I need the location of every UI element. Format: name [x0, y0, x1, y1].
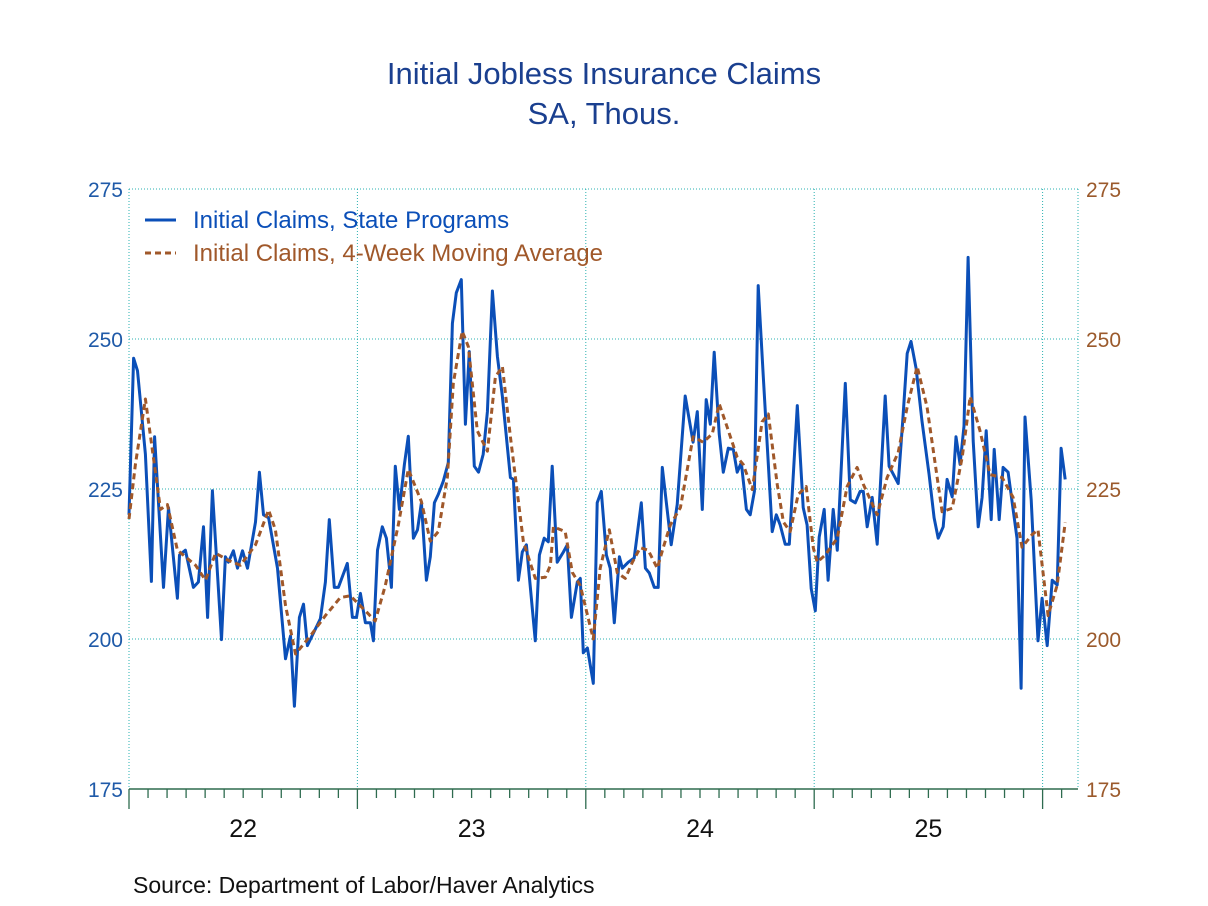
series-line-moving-average [127, 329, 1067, 656]
source-note: Source: Department of Labor/Haver Analyt… [133, 872, 595, 898]
gridlines [128, 188, 1079, 789]
y-tick-label-right: 275 [1086, 179, 1121, 202]
x-tick-label: 24 [686, 815, 714, 843]
legend-label-state-programs: Initial Claims, State Programs [193, 207, 509, 234]
y-tick-label-right: 200 [1086, 629, 1121, 652]
y-tick-label-left: 200 [88, 629, 123, 652]
y-tick-label-left: 225 [88, 479, 123, 502]
y-tick-label-left: 275 [88, 179, 123, 202]
x-tick-label: 25 [914, 815, 942, 843]
series-lines [127, 255, 1067, 708]
chart-title: Initial Jobless Insurance Claims [386, 56, 822, 91]
legend-label-moving-average: Initial Claims, 4-Week Moving Average [193, 240, 603, 267]
axes: 175 175 200 200 225 225 250 250 275 275 22 23 24 25 [88, 179, 1121, 843]
legend: Initial Claims, State Programs Initial C… [145, 207, 603, 267]
series-line-state-programs [127, 255, 1067, 708]
x-tick-label: 23 [458, 815, 486, 843]
y-tick-label-right: 250 [1086, 329, 1121, 352]
y-tick-label-right: 225 [1086, 479, 1121, 502]
chart-subtitle: SA, Thous. [527, 96, 681, 131]
y-tick-label-left: 175 [88, 779, 123, 802]
y-tick-label-left: 250 [88, 329, 123, 352]
x-tick-label: 22 [229, 815, 257, 843]
y-tick-label-right: 175 [1086, 779, 1121, 802]
